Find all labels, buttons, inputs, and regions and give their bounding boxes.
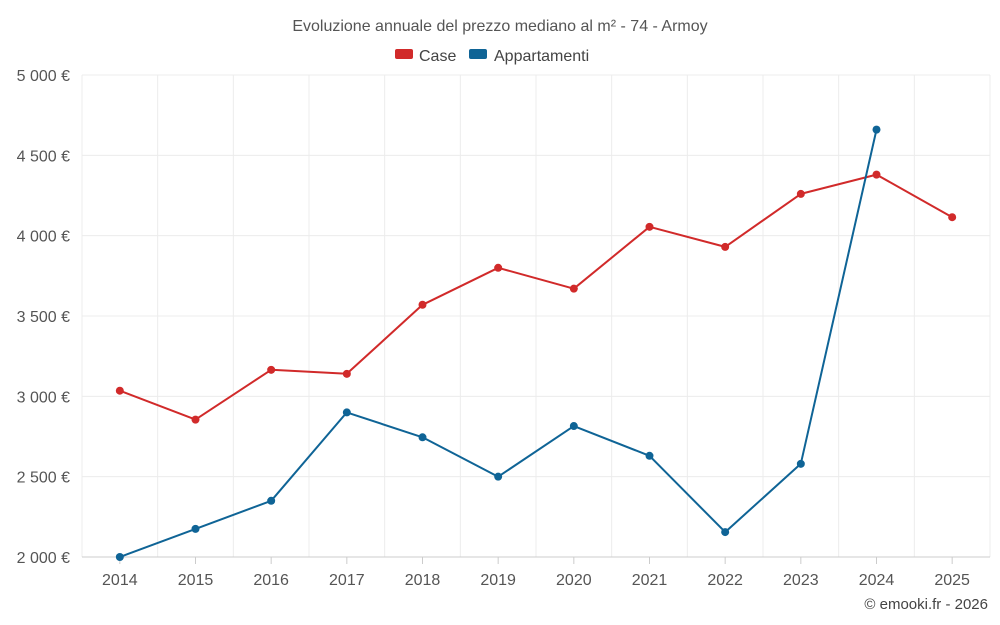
y-tick-label: 5 000 € — [17, 68, 70, 85]
data-point-case — [494, 263, 503, 272]
data-point-case — [191, 415, 200, 424]
x-tick-label: 2015 — [178, 572, 214, 589]
data-point-appartamenti — [342, 408, 351, 417]
data-point-case — [645, 222, 654, 231]
series-line-case — [119, 173, 953, 421]
y-tick-label: 3 500 € — [17, 309, 70, 326]
x-tick-label: 2024 — [859, 572, 895, 589]
data-point-case — [267, 365, 276, 374]
y-tick-label: 4 000 € — [17, 229, 70, 246]
legend: Case Appartamenti — [395, 48, 589, 65]
x-tick-label: 2020 — [556, 572, 592, 589]
x-tick-label: 2018 — [405, 572, 441, 589]
legend-swatch-case — [395, 49, 413, 59]
y-tick-label: 3 000 € — [17, 389, 70, 406]
chart-title: Evoluzione annuale del prezzo mediano al… — [292, 18, 707, 35]
x-tick-label: 2023 — [783, 572, 819, 589]
y-tick-label: 2 000 € — [17, 550, 70, 567]
data-point-appartamenti — [494, 472, 503, 481]
y-tick-label: 2 500 € — [17, 470, 70, 487]
x-tick-label: 2016 — [253, 572, 289, 589]
series — [115, 125, 957, 561]
data-point-appartamenti — [645, 451, 654, 460]
grid — [81, 74, 991, 557]
legend-swatch-appartamenti — [469, 49, 487, 59]
data-point-case — [342, 369, 351, 378]
data-point-case — [418, 300, 427, 309]
data-point-appartamenti — [569, 422, 578, 431]
credit-text: © emooki.fr - 2026 — [864, 596, 988, 613]
data-point-case — [721, 242, 730, 251]
data-point-appartamenti — [267, 496, 276, 505]
y-tick-label: 4 500 € — [17, 148, 70, 165]
legend-label-appartamenti[interactable]: Appartamenti — [494, 48, 589, 65]
data-point-case — [796, 189, 805, 198]
axes: 2 000 € 2 500 € 3 000 € 3 500 € 4 000 € 4 500… — [17, 68, 990, 589]
data-point-appartamenti — [115, 553, 124, 561]
data-point-appartamenti — [418, 433, 427, 442]
data-point-case — [872, 170, 881, 179]
data-point-case — [115, 386, 124, 395]
x-tick-label: 2022 — [707, 572, 743, 589]
x-tick-label: 2019 — [480, 572, 516, 589]
data-point-appartamenti — [796, 459, 805, 468]
legend-label-case[interactable]: Case — [419, 48, 456, 65]
data-point-case — [569, 284, 578, 293]
x-tick-label: 2025 — [934, 572, 970, 589]
data-point-appartamenti — [872, 125, 881, 134]
data-point-appartamenti — [191, 524, 200, 533]
data-point-appartamenti — [721, 528, 730, 537]
x-tick-label: 2017 — [329, 572, 365, 589]
x-tick-label: 2014 — [102, 572, 138, 589]
x-tick-label: 2021 — [632, 572, 668, 589]
data-point-case — [948, 213, 957, 222]
